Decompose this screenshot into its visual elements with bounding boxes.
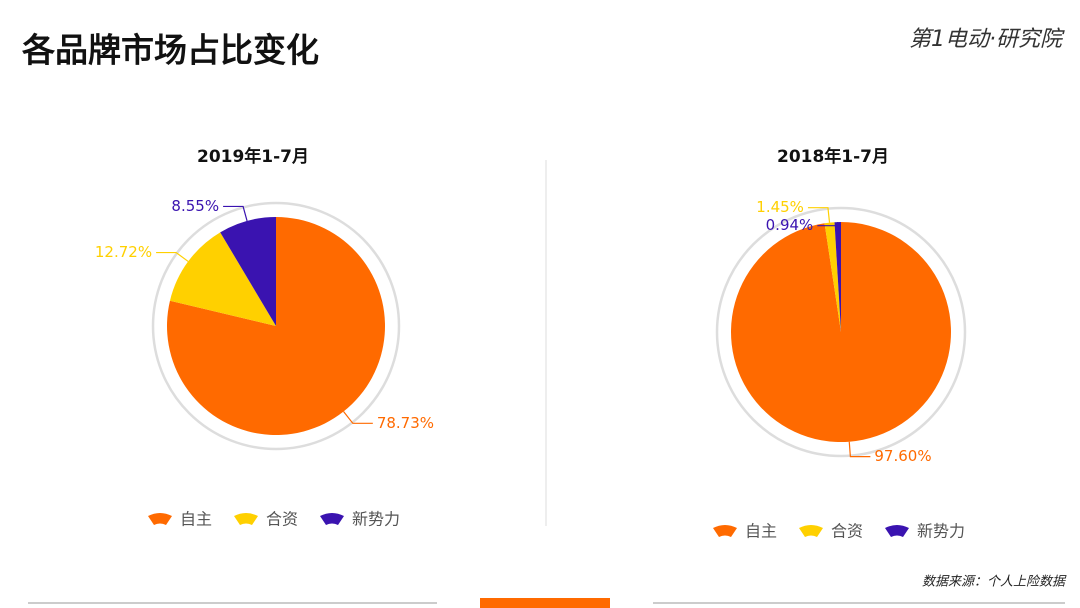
legend-swatch — [713, 525, 737, 537]
data-label: 8.55% — [171, 197, 219, 215]
leader-line — [807, 207, 831, 223]
legend-label: 自主 — [745, 522, 777, 541]
pie-slice — [220, 217, 276, 326]
legend-label: 合资 — [266, 510, 298, 529]
pie-ring — [151, 201, 401, 451]
data-label: 12.72% — [95, 243, 152, 261]
data-label: 97.60% — [874, 447, 931, 465]
leader-line — [848, 441, 871, 458]
legend-label: 合资 — [831, 522, 863, 541]
chart-title: 2018年1-7月 — [777, 146, 889, 167]
legend-label: 自主 — [180, 510, 212, 529]
legend-swatch — [148, 513, 172, 525]
leader-line — [156, 251, 189, 262]
leader-line — [817, 221, 839, 227]
pie-slice — [824, 222, 841, 332]
leader-line — [223, 205, 248, 222]
data-label: 1.45% — [756, 198, 804, 216]
data-label: 0.94% — [766, 216, 814, 234]
chart-title: 2019年1-7月 — [197, 146, 309, 167]
legend-label: 新势力 — [917, 522, 965, 541]
pie-slice — [169, 232, 276, 326]
footer-accent — [480, 598, 610, 608]
legend-swatch — [234, 513, 258, 525]
pie-slice — [834, 222, 841, 332]
pie-slice — [730, 222, 951, 443]
source-note: 数据来源：个人上险数据 — [922, 574, 1067, 590]
leader-line — [343, 411, 373, 424]
legend-swatch — [885, 525, 909, 537]
logo: 第1电动·研究院 — [909, 27, 1065, 52]
pie-slice — [166, 217, 385, 435]
legend-label: 新势力 — [352, 510, 400, 529]
slide-title: 各品牌市场占比变化 — [21, 31, 319, 70]
legend-swatch — [320, 513, 344, 525]
pie-ring — [715, 206, 967, 458]
data-label: 78.73% — [377, 414, 434, 432]
legend-swatch — [799, 525, 823, 537]
